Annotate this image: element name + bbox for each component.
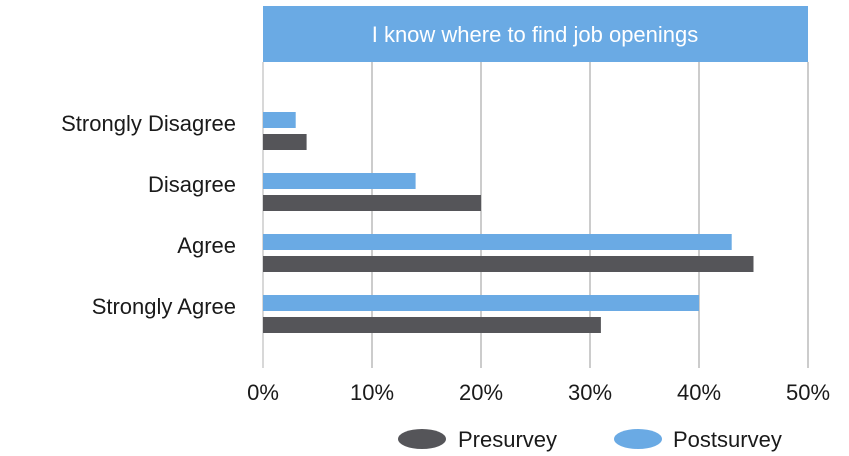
category-label: Strongly Disagree: [61, 111, 236, 136]
x-tick-label: 50%: [786, 380, 830, 405]
x-tick-label: 30%: [568, 380, 612, 405]
chart-title-banner: [263, 6, 808, 62]
legend-swatch-presurvey: [398, 429, 446, 449]
bar-postsurvey-strongly-disagree: [263, 112, 296, 128]
legend: Presurvey Postsurvey: [398, 427, 782, 452]
bar-postsurvey-disagree: [263, 173, 416, 189]
x-tick-label: 10%: [350, 380, 394, 405]
x-tick-label: 40%: [677, 380, 721, 405]
chart-title: I know where to find job openings: [372, 22, 699, 47]
x-tick-labels: 0% 10% 20% 30% 40% 50%: [247, 380, 830, 405]
category-labels: Strongly Disagree Disagree Agree Strongly A…: [61, 111, 236, 319]
category-label: Agree: [177, 233, 236, 258]
bar-postsurvey-strongly-agree: [263, 295, 699, 311]
legend-label-presurvey: Presurvey: [458, 427, 557, 452]
bar-presurvey-strongly-agree: [263, 317, 601, 333]
x-tick-label: 0%: [247, 380, 279, 405]
bar-presurvey-strongly-disagree: [263, 134, 307, 150]
bar-postsurvey-agree: [263, 234, 732, 250]
bar-presurvey-disagree: [263, 195, 481, 211]
legend-swatch-postsurvey: [614, 429, 662, 449]
bar-presurvey-agree: [263, 256, 754, 272]
bars: [263, 112, 754, 333]
category-label: Strongly Agree: [92, 294, 236, 319]
category-label: Disagree: [148, 172, 236, 197]
legend-label-postsurvey: Postsurvey: [673, 427, 782, 452]
x-tick-label: 20%: [459, 380, 503, 405]
